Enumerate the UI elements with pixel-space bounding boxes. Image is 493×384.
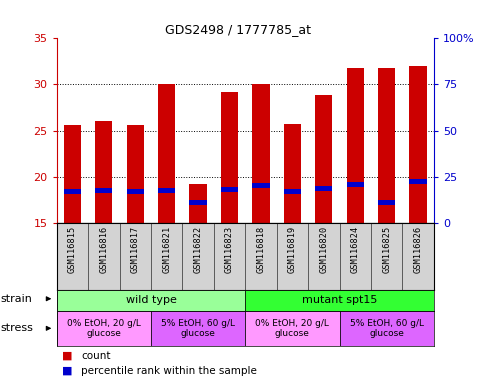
Bar [378, 68, 395, 223]
Bar [127, 125, 144, 223]
Bar [378, 200, 395, 205]
Text: 5% EtOH, 60 g/L
glucose: 5% EtOH, 60 g/L glucose [350, 319, 423, 338]
Text: ■: ■ [62, 366, 72, 376]
Bar [158, 84, 176, 223]
Bar [315, 186, 332, 191]
Bar [189, 184, 207, 223]
Bar [347, 68, 364, 223]
Bar [245, 290, 434, 311]
Text: GSM116816: GSM116816 [99, 226, 108, 273]
Bar [410, 179, 427, 184]
Bar [284, 189, 301, 194]
Text: GSM116825: GSM116825 [382, 226, 391, 273]
Text: GSM116818: GSM116818 [256, 226, 266, 273]
Bar [410, 66, 427, 223]
Text: 0% EtOH, 20 g/L
glucose: 0% EtOH, 20 g/L glucose [67, 319, 141, 338]
Text: mutant spt15: mutant spt15 [302, 295, 377, 306]
Title: GDS2498 / 1777785_at: GDS2498 / 1777785_at [165, 23, 311, 36]
Bar [284, 124, 301, 223]
Bar [57, 290, 245, 311]
Bar [252, 84, 270, 223]
Bar [151, 311, 245, 346]
Bar [245, 311, 340, 346]
Bar [64, 125, 81, 223]
Bar [95, 188, 112, 193]
Text: 0% EtOH, 20 g/L
glucose: 0% EtOH, 20 g/L glucose [255, 319, 329, 338]
Text: strain: strain [0, 294, 33, 304]
Text: GSM116817: GSM116817 [131, 226, 140, 273]
Text: GSM116826: GSM116826 [414, 226, 423, 273]
Text: GSM116819: GSM116819 [288, 226, 297, 273]
Bar [252, 183, 270, 188]
Text: GSM116822: GSM116822 [194, 226, 203, 273]
Bar [340, 311, 434, 346]
Bar [95, 121, 112, 223]
Text: GSM116820: GSM116820 [319, 226, 328, 273]
Bar [315, 94, 332, 223]
Text: percentile rank within the sample: percentile rank within the sample [81, 366, 257, 376]
Bar [221, 187, 238, 192]
Text: stress: stress [0, 323, 34, 333]
Text: ■: ■ [62, 351, 72, 361]
Text: GSM116823: GSM116823 [225, 226, 234, 273]
Bar [127, 189, 144, 194]
Text: 5% EtOH, 60 g/L
glucose: 5% EtOH, 60 g/L glucose [161, 319, 235, 338]
Bar [347, 182, 364, 187]
Bar [57, 311, 151, 346]
Bar [189, 200, 207, 205]
Text: GSM116815: GSM116815 [68, 226, 77, 273]
Bar [221, 92, 238, 223]
Text: wild type: wild type [126, 295, 176, 306]
Text: GSM116821: GSM116821 [162, 226, 171, 273]
Text: count: count [81, 351, 111, 361]
Bar [64, 189, 81, 194]
Bar [158, 188, 176, 193]
Text: GSM116824: GSM116824 [351, 226, 360, 273]
